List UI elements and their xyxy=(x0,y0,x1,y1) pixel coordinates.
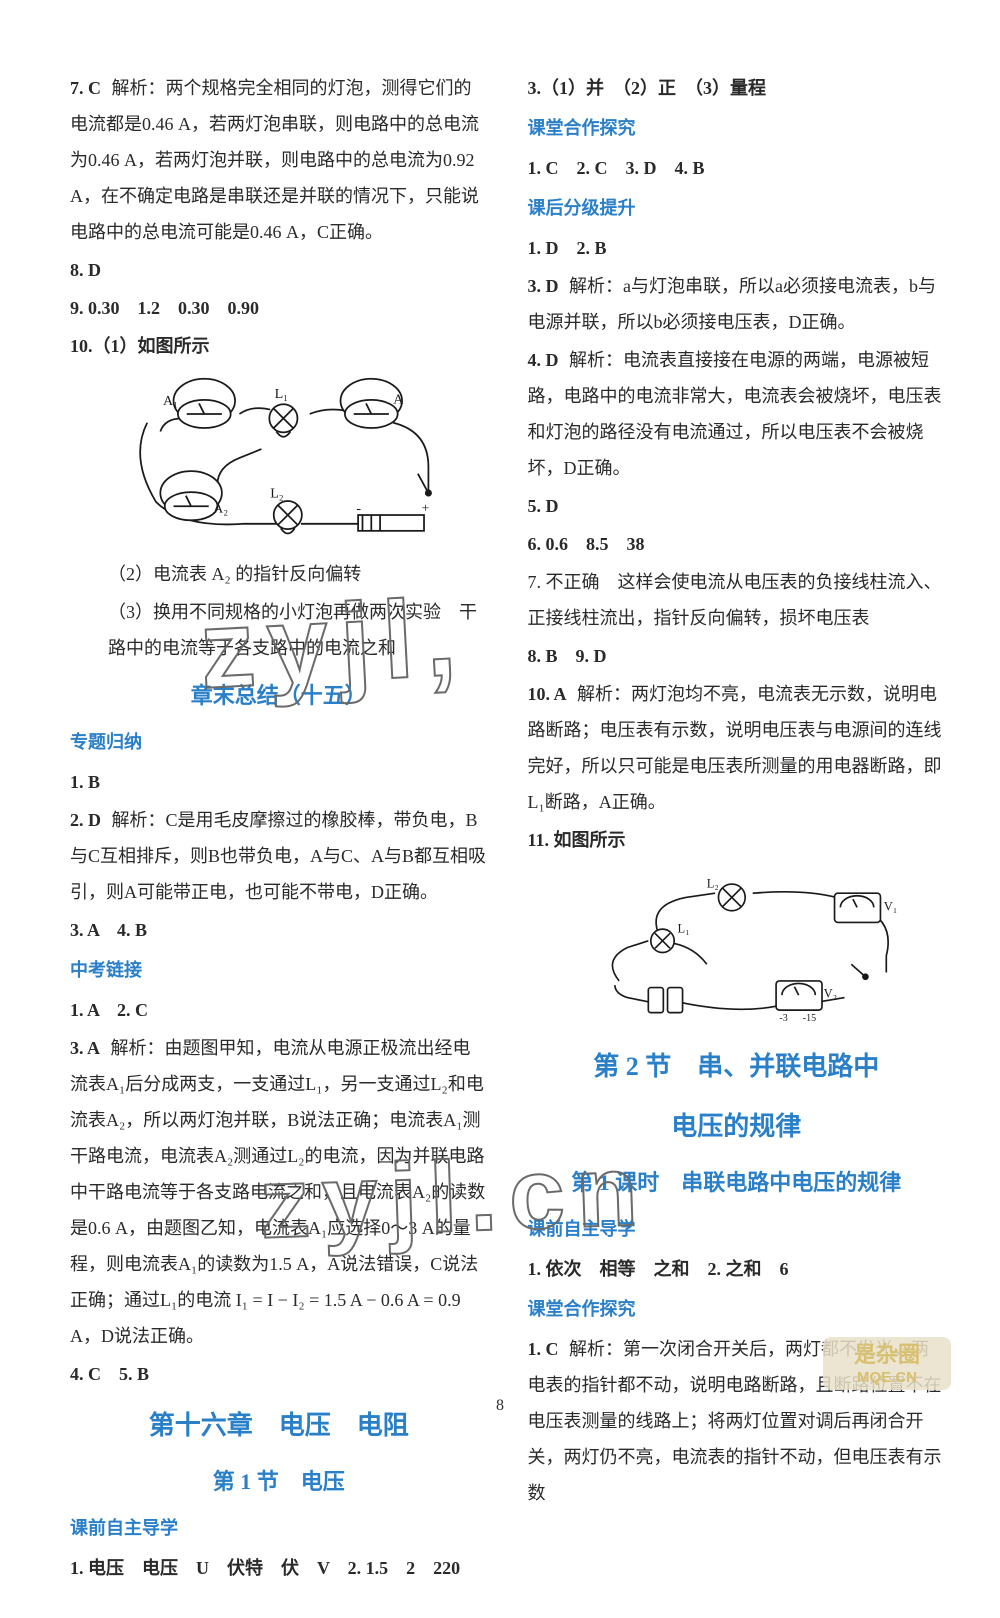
preclass2-subhead: 课前自主导学 xyxy=(528,1211,946,1247)
kh-item-7: 7. 不正确 这样会使电流从电压表的负接线柱流入、正接线柱流出，指针反向偏转，损… xyxy=(528,564,946,636)
item-9: 9. 0.30 1.2 0.30 0.90 xyxy=(70,290,488,326)
item-8: 8. D xyxy=(70,252,488,288)
item-10-2: （2）电流表 A₂ 的指针反向偏转 xyxy=(70,556,488,592)
zhongkao-subhead: 中考链接 xyxy=(70,952,488,988)
page-container: 7. C 解析：两个规格完全相同的灯泡，测得它们的电流都是0.46 A，若两灯泡… xyxy=(0,0,1000,1618)
kh-item-3: 3. D 解析：a与灯泡串联，所以a必须接电流表，b与电源并联，所以b必须接电压… xyxy=(528,268,946,340)
kt21-text: 解析：第一次闭合开关后，两灯都不发光，两电表的指针都不动，说明电路断路，且断路位… xyxy=(528,1339,942,1503)
zk-item-45: 4. C 5. B xyxy=(70,1356,488,1392)
kh-item-6: 6. 0.6 8.5 38 xyxy=(528,526,946,562)
section-2-heading-b: 电压的规律 xyxy=(528,1101,946,1153)
fig2-label-l2: L₂ xyxy=(707,876,719,890)
item-7: 7. C 解析：两个规格完全相同的灯泡，测得它们的电流都是0.46 A，若两灯泡… xyxy=(70,70,488,250)
fig2-label-v2: V₂ xyxy=(824,987,837,1001)
kq2-item-1: 1. 依次 相等 之和 2. 之和 6 xyxy=(528,1251,946,1287)
kh-item-5: 5. D xyxy=(528,488,946,524)
kh10-label: 10. A xyxy=(528,684,567,704)
chapter-summary-heading: 章末总结（十五） xyxy=(70,674,488,718)
kh4-text: 解析：电流表直接接在电源的两端，电源被短路，电路中的电流非常大，电流表会被烧坏，… xyxy=(528,350,942,478)
z-item-34: 3. A 4. B xyxy=(70,912,488,948)
postclass-subhead: 课后分级提升 xyxy=(528,190,946,226)
zk3-label: 3. A xyxy=(70,1038,100,1058)
fig1-label-a1: A₁ xyxy=(163,393,178,409)
kt21-label: 1. C xyxy=(528,1339,559,1359)
right-column: 3.（1）并 （2）正 （3）量程 课堂合作探究 1. C 2. C 3. D … xyxy=(528,70,946,1588)
zk3-text: 解析：由题图甲知，电流从电源正极流出经电流表A₁后分成两支，一支通过L₁，另一支… xyxy=(70,1038,485,1346)
kh-item-4: 4. D 解析：电流表直接接在电源的两端，电源被短路，电路中的电流非常大，电流表… xyxy=(528,342,946,486)
fig1-label-a2: A₂ xyxy=(213,500,228,516)
fig1-label-l1: L₁ xyxy=(274,386,287,402)
item-7-text: 解析：两个规格完全相同的灯泡，测得它们的电流都是0.46 A，若两灯泡串联，则电… xyxy=(70,78,479,242)
zk-item-3: 3. A 解析：由题图甲知，电流从电源正极流出经电流表A₁后分成两支，一支通过L… xyxy=(70,1030,488,1354)
kq-item-1: 1. 电压 电压 U 伏特 伏 V 2. 1.5 2 220 xyxy=(70,1550,488,1586)
kh-item-11: 11. 如图所示 xyxy=(528,822,946,858)
item-10-1: 10.（1）如图所示 xyxy=(70,328,488,364)
fig2-scale-15: -15 xyxy=(803,1013,816,1024)
z-item-1: 1. B xyxy=(70,764,488,800)
z2-text: 解析：C是用毛皮摩擦过的橡胶棒，带负电，B与C互相排斥，则B也带负电，A与C、A… xyxy=(70,810,486,902)
r-item-3: 3.（1）并 （2）正 （3）量程 xyxy=(528,70,946,106)
kh-item-10: 10. A 解析：两灯泡均不亮，电流表无示数，说明电路断路；电压表有示数，说明电… xyxy=(528,676,946,820)
z-item-2: 2. D 解析：C是用毛皮摩擦过的橡胶棒，带负电，B与C互相排斥，则B也带负电，… xyxy=(70,802,488,910)
item-7-label: 7. C xyxy=(70,78,101,98)
section-1-heading: 第 1 节 电压 xyxy=(70,1460,488,1504)
preclass-subhead: 课前自主导学 xyxy=(70,1510,488,1546)
lesson-1-heading: 第 1 课时 串联电路中电压的规律 xyxy=(528,1161,946,1205)
fig2-label-v1: V₁ xyxy=(884,900,897,914)
fig2-scale-3: -3 xyxy=(780,1013,788,1024)
fig2-label-l1: L₁ xyxy=(678,921,690,935)
left-column: 7. C 解析：两个规格完全相同的灯泡，测得它们的电流都是0.46 A，若两灯泡… xyxy=(70,70,488,1588)
kt2-item-1: 1. C 解析：第一次闭合开关后，两灯都不发光，两电表的指针都不动，说明电路断路… xyxy=(528,1331,946,1511)
kh4-label: 4. D xyxy=(528,350,559,370)
kh3-text: 解析：a与灯泡串联，所以a必须接电流表，b与电源并联，所以b必须接电压表，D正确… xyxy=(528,276,936,332)
kh-item-89: 8. B 9. D xyxy=(528,638,946,674)
circuit-figure-2: L₁ L₂ V₁ V₂ -3 -15 xyxy=(569,864,903,1031)
inclass2-subhead: 课堂合作探究 xyxy=(528,1291,946,1327)
fig1-label-l2: L₂ xyxy=(270,485,284,501)
section-2-heading-a: 第 2 节 串、并联电路中 xyxy=(528,1041,946,1093)
circuit-figure-1: A₁ L₁ A A₂ L₂ + - xyxy=(112,370,446,546)
inclass-subhead: 课堂合作探究 xyxy=(528,110,946,146)
kh-item-12: 1. D 2. B xyxy=(528,230,946,266)
kh10-text: 解析：两灯泡均不亮，电流表无示数，说明电路断路；电压表有示数，说明电压表与电源间… xyxy=(528,684,942,812)
fig1-label-minus: - xyxy=(356,500,361,516)
topic-summary-subhead: 专题归纳 xyxy=(70,724,488,760)
fig1-label-plus: + xyxy=(421,500,429,516)
page-number: 8 xyxy=(0,1397,1000,1415)
z2-label: 2. D xyxy=(70,810,101,830)
fig1-label-a: A xyxy=(393,391,404,407)
item-10-3: （3）换用不同规格的小灯泡再做两次实验 干路中的电流等于各支路中的电流之和 xyxy=(70,594,488,666)
kh3-label: 3. D xyxy=(528,276,559,296)
zk-item-12: 1. A 2. C xyxy=(70,992,488,1028)
kt-answers: 1. C 2. C 3. D 4. B xyxy=(528,150,946,186)
